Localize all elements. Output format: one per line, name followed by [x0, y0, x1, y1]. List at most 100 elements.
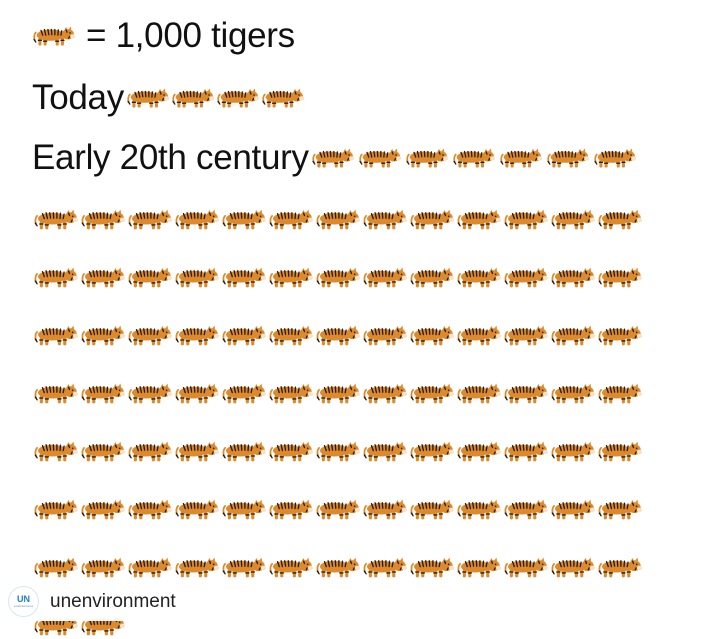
tiger-icon	[551, 557, 596, 578]
tiger-icon	[175, 209, 220, 230]
tiger-icon	[175, 499, 220, 520]
tiger-icon	[34, 557, 79, 578]
tiger-icon	[457, 499, 502, 520]
tiger-icon	[175, 557, 220, 578]
tiger-icon	[598, 441, 643, 462]
tiger-icon	[316, 499, 361, 520]
tiger-icon	[363, 325, 408, 346]
tiger-icon	[410, 499, 455, 520]
tiger-icon	[269, 267, 314, 288]
tiger-icon	[128, 441, 173, 462]
tiger-icon	[551, 383, 596, 404]
tiger-icon	[410, 267, 455, 288]
tiger-icon	[504, 267, 549, 288]
tiger-icon	[222, 325, 267, 346]
tiger-icon	[316, 441, 361, 462]
legend-label: = 1,000 tigers	[86, 16, 295, 55]
tiger-icon	[551, 441, 596, 462]
row-today: Today	[32, 74, 305, 122]
tiger-icon	[363, 383, 408, 404]
tiger-icon	[81, 209, 126, 230]
tiger-icon	[269, 325, 314, 346]
tiger-icon	[551, 325, 596, 346]
legend: = 1,000 tigers	[32, 12, 295, 60]
tiger-icon	[504, 557, 549, 578]
tiger-icon	[363, 499, 408, 520]
tiger-icon	[457, 441, 502, 462]
tiger-icon	[410, 383, 455, 404]
tiger-icon	[316, 383, 361, 404]
tiger-icon	[359, 148, 401, 168]
tiger-icon	[457, 209, 502, 230]
tiger-icon	[34, 209, 79, 230]
tiger-icon	[504, 441, 549, 462]
tiger-icon	[598, 209, 643, 230]
tiger-icon	[175, 325, 220, 346]
tiger-icon	[81, 325, 126, 346]
tiger-icon	[269, 383, 314, 404]
tiger-icon	[172, 88, 215, 108]
tiger-icon	[504, 209, 549, 230]
tiger-icon	[504, 499, 549, 520]
category-label: Today	[32, 78, 124, 117]
pictogram-chart: = 1,000 tigers Today Early 20th century	[32, 12, 643, 636]
tiger-icon	[457, 383, 502, 404]
tiger-icon	[34, 267, 79, 288]
tiger-icon	[81, 441, 126, 462]
tiger-icon	[222, 209, 267, 230]
tiger-icon	[127, 88, 170, 108]
tiger-icon	[406, 148, 448, 168]
tiger-icon	[598, 325, 643, 346]
tiger-icon	[551, 267, 596, 288]
tiger-icon	[34, 383, 79, 404]
tiger-icon	[269, 499, 314, 520]
tiger-icon	[316, 325, 361, 346]
tiger-icon	[457, 267, 502, 288]
tiger-icon	[34, 499, 79, 520]
tiger-icon	[551, 209, 596, 230]
tiger-icon	[128, 499, 173, 520]
tiger-icon	[128, 383, 173, 404]
tiger-icon	[81, 557, 126, 578]
tiger-icon	[128, 557, 173, 578]
tiger-icon	[222, 383, 267, 404]
tiger-icon	[410, 325, 455, 346]
tiger-icon	[34, 325, 79, 346]
tiger-icon	[269, 209, 314, 230]
tiger-icon	[312, 148, 354, 168]
tiger-icon	[598, 267, 643, 288]
tiger-icon	[410, 209, 455, 230]
tiger-icon	[598, 499, 643, 520]
tiger-icon	[222, 557, 267, 578]
tiger-icon	[128, 209, 173, 230]
category-label: Early 20th century	[32, 138, 309, 177]
tiger-icon	[128, 325, 173, 346]
un-environment-logo: UN environment	[8, 586, 39, 617]
tiger-icon	[81, 499, 126, 520]
watermark-handle: unenvironment	[50, 590, 176, 612]
tiger-icon	[34, 441, 79, 462]
tiger-icon	[316, 267, 361, 288]
tiger-icon	[598, 383, 643, 404]
tiger-icon	[81, 383, 126, 404]
tiger-icon	[504, 383, 549, 404]
tiger-icon	[500, 148, 542, 168]
tiger-icon	[128, 267, 173, 288]
tiger-icon	[217, 88, 260, 108]
tiger-icon	[262, 88, 305, 108]
tiger-icon	[551, 499, 596, 520]
tiger-icon	[316, 209, 361, 230]
today-tiger-icons	[124, 85, 305, 111]
tiger-icon	[175, 441, 220, 462]
tiger-icon	[547, 148, 589, 168]
tiger-icon	[410, 441, 455, 462]
tiger-icon	[363, 267, 408, 288]
tiger-icon	[504, 325, 549, 346]
tiger-icon	[175, 267, 220, 288]
tiger-icon	[457, 325, 502, 346]
tiger-icon	[269, 441, 314, 462]
tiger-icon	[222, 441, 267, 462]
row-early-20th-century: Early 20th century	[32, 134, 637, 182]
tiger-icon	[316, 557, 361, 578]
tiger-icon	[222, 499, 267, 520]
